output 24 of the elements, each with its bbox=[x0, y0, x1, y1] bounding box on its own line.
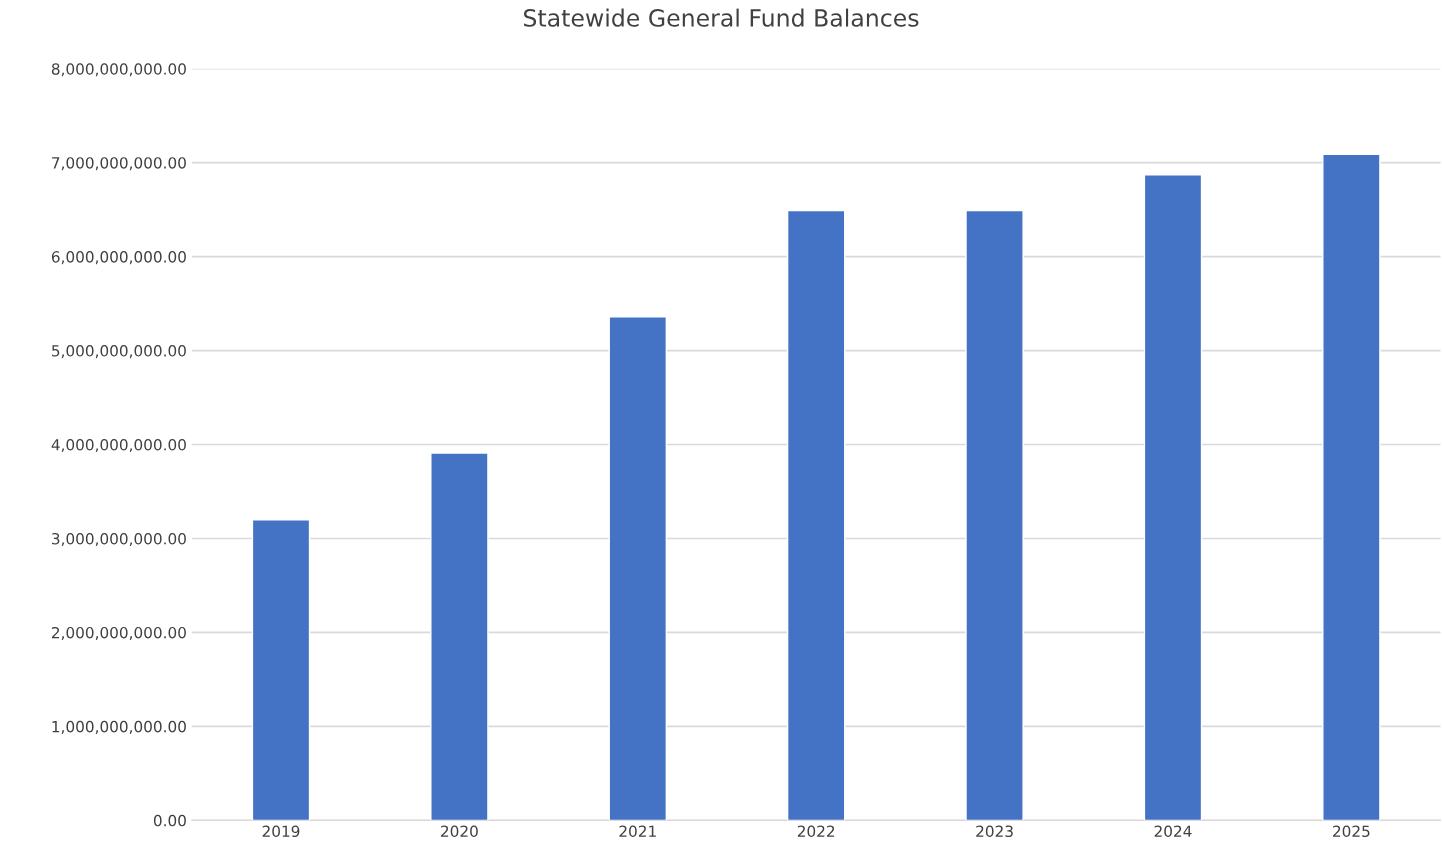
x-tick-label: 2024 bbox=[1154, 825, 1192, 838]
x-tick-label: 2022 bbox=[797, 825, 835, 838]
bar bbox=[965, 209, 1024, 821]
x-tick-label: 2021 bbox=[619, 825, 656, 838]
bar bbox=[786, 209, 846, 821]
y-tick-label: 7,000,000,000.00 bbox=[52, 157, 186, 171]
y-tick-label: 6,000,000,000.00 bbox=[51, 251, 186, 265]
bar bbox=[1322, 153, 1381, 821]
y-tick-label: 8,000,000,000.00 bbox=[51, 63, 186, 77]
chart-title: Statewide General Fund Balances bbox=[524, 8, 919, 27]
bar bbox=[251, 519, 311, 821]
y-tick-label: 3,000,000,000.00 bbox=[52, 532, 186, 547]
y-tick-label: 1,000,000,000.00 bbox=[52, 720, 186, 734]
y-tick-label: 4,000,000,000.00 bbox=[51, 439, 186, 453]
bar bbox=[1143, 174, 1203, 821]
y-tick-label: 0.00 bbox=[153, 814, 186, 827]
bar bbox=[430, 452, 489, 821]
y-tick-label: 5,000,000,000.00 bbox=[52, 345, 186, 359]
x-tick-label: 2020 bbox=[441, 825, 478, 838]
x-tick-label: 2023 bbox=[976, 825, 1013, 838]
bar bbox=[608, 316, 668, 821]
y-tick-label: 2,000,000,000.00 bbox=[51, 626, 186, 641]
x-tick-label: 2025 bbox=[1333, 825, 1370, 838]
x-tick-label: 2019 bbox=[262, 825, 300, 838]
